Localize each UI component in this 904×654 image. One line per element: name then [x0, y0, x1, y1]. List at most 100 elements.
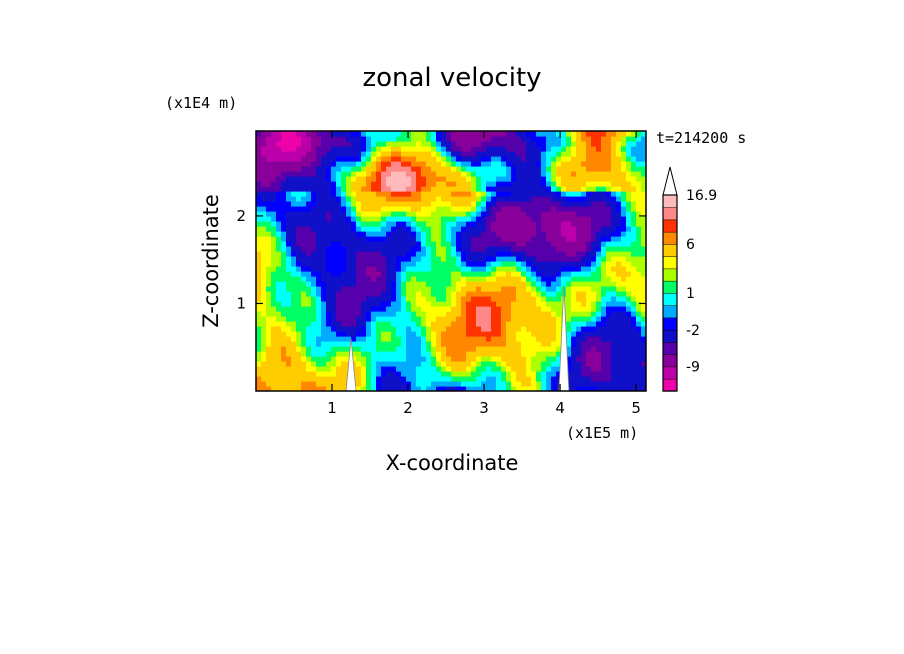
field-cell	[496, 386, 502, 391]
field-cell	[511, 371, 517, 377]
field-cell	[301, 306, 307, 312]
field-cell	[616, 241, 622, 247]
field-cell	[411, 251, 417, 257]
field-cell	[491, 321, 497, 327]
field-cell	[336, 171, 342, 177]
field-cell	[576, 356, 582, 362]
field-cell	[626, 131, 632, 137]
field-cell	[601, 316, 607, 322]
field-cell	[536, 141, 542, 147]
field-cell	[641, 336, 646, 342]
field-cell	[376, 366, 382, 372]
field-cell	[271, 266, 277, 272]
field-cell	[531, 136, 537, 142]
field-cell	[286, 306, 292, 312]
field-cell	[631, 201, 637, 207]
field-cell	[431, 296, 437, 302]
field-cell	[641, 201, 646, 207]
field-cell	[586, 251, 592, 257]
field-cell	[356, 311, 362, 317]
field-cell	[381, 356, 387, 362]
field-cell	[586, 291, 592, 297]
field-cell	[491, 141, 497, 147]
field-cell	[556, 156, 562, 162]
field-cell	[391, 311, 397, 317]
field-cell	[411, 131, 417, 137]
field-cell	[576, 141, 582, 147]
field-cell	[571, 286, 577, 292]
field-cell	[446, 381, 452, 387]
field-cell	[376, 136, 382, 142]
field-cell	[546, 246, 552, 252]
field-cell	[256, 286, 262, 292]
field-cell	[581, 266, 587, 272]
field-cell	[366, 296, 372, 302]
field-cell	[291, 321, 297, 327]
field-cell	[456, 351, 462, 357]
field-cell	[596, 361, 602, 367]
field-cell	[616, 381, 622, 387]
field-cell	[256, 231, 262, 237]
field-cell	[336, 191, 342, 197]
field-cell	[496, 331, 502, 337]
field-cell	[626, 371, 632, 377]
field-cell	[351, 196, 357, 202]
field-cell	[356, 191, 362, 197]
field-cell	[556, 371, 562, 377]
field-cell	[516, 356, 522, 362]
field-cell	[491, 261, 497, 267]
field-cell	[341, 176, 347, 182]
field-cell	[586, 286, 592, 292]
field-cell	[591, 156, 597, 162]
field-cell	[276, 246, 282, 252]
field-cell	[346, 166, 352, 172]
field-cell	[521, 186, 527, 192]
field-cell	[416, 266, 422, 272]
field-cell	[441, 226, 447, 232]
field-cell	[586, 361, 592, 367]
field-cell	[561, 206, 567, 212]
field-cell	[456, 151, 462, 157]
field-cell	[296, 361, 302, 367]
field-cell	[531, 316, 537, 322]
field-cell	[296, 326, 302, 332]
field-cell	[321, 161, 327, 167]
field-cell	[371, 136, 377, 142]
colorbar-swatch	[662, 292, 678, 306]
field-cell	[566, 181, 572, 187]
field-cell	[256, 281, 262, 287]
field-cell	[601, 136, 607, 142]
field-cell	[486, 346, 492, 352]
field-cell	[431, 306, 437, 312]
field-cell	[506, 276, 512, 282]
field-cell	[441, 326, 447, 332]
field-cell	[261, 176, 267, 182]
field-cell	[486, 296, 492, 302]
field-cell	[491, 151, 497, 157]
field-cell	[506, 316, 512, 322]
field-cell	[616, 161, 622, 167]
field-cell	[311, 351, 317, 357]
field-cell	[466, 316, 472, 322]
field-cell	[361, 316, 367, 322]
field-cell	[586, 131, 592, 137]
field-cell	[596, 251, 602, 257]
colorbar-swatch	[662, 231, 678, 245]
field-cell	[276, 361, 282, 367]
field-cell	[306, 156, 312, 162]
field-cell	[621, 386, 627, 391]
field-cell	[556, 351, 562, 357]
field-cell	[621, 316, 627, 322]
field-cell	[356, 246, 362, 252]
field-cell	[451, 181, 457, 187]
field-cell	[441, 281, 447, 287]
field-cell	[611, 361, 617, 367]
field-cell	[586, 136, 592, 142]
field-cell	[346, 276, 352, 282]
field-cell	[576, 226, 582, 232]
field-cell	[351, 271, 357, 277]
field-cell	[541, 151, 547, 157]
field-cell	[366, 216, 372, 222]
field-cell	[581, 146, 587, 152]
field-cell	[416, 316, 422, 322]
